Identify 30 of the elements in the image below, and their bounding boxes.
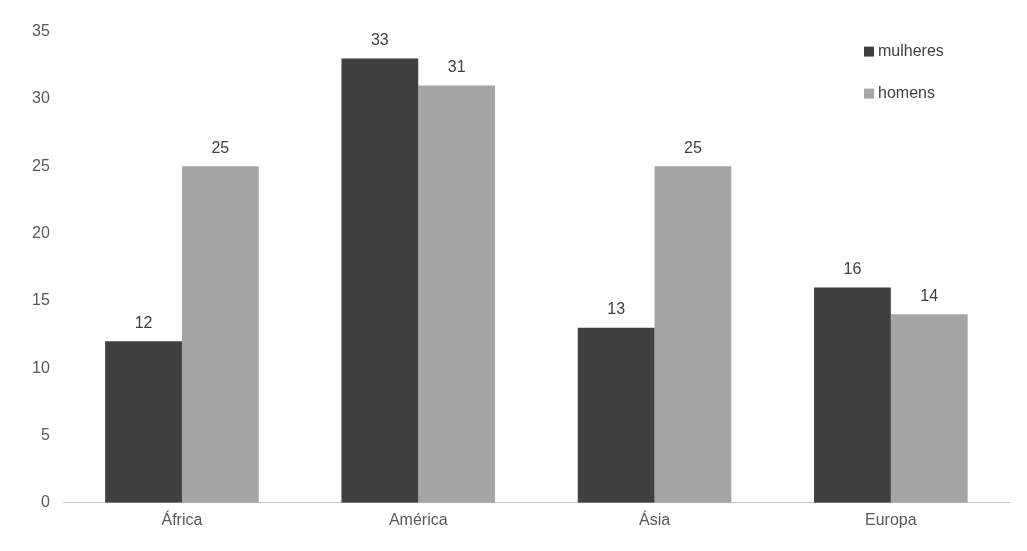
bar: [654, 166, 732, 503]
data-label: 25: [684, 138, 702, 156]
data-label: 13: [607, 300, 626, 318]
bar: [814, 287, 891, 503]
bar: [105, 341, 182, 503]
x-tick-label: África: [161, 509, 203, 528]
data-label: 31: [447, 57, 466, 75]
y-tick-label: 0: [40, 493, 50, 511]
y-tick-label: 15: [32, 291, 50, 309]
bar: [577, 327, 655, 503]
bar: [890, 314, 968, 503]
data-label: 16: [843, 259, 862, 277]
y-tick-label: 35: [32, 22, 50, 40]
data-label: 25: [211, 138, 230, 156]
data-label: 12: [134, 313, 153, 331]
x-tick-label: Europa: [865, 510, 917, 528]
x-tick-label: América: [388, 510, 448, 528]
bar: [418, 85, 496, 503]
y-tick-label: 30: [32, 89, 50, 107]
legend-label: mulheres: [878, 42, 944, 60]
y-tick-label: 10: [32, 358, 50, 376]
bar: [181, 166, 259, 503]
data-label: 33: [370, 30, 389, 48]
bar: [341, 58, 419, 503]
legend-label: homens: [878, 84, 935, 102]
y-tick-label: 20: [32, 223, 50, 241]
y-tick-label: 25: [32, 156, 50, 174]
data-label: 14: [920, 286, 939, 304]
y-tick-label: 5: [40, 425, 50, 443]
x-tick-label: Ásia: [638, 509, 671, 528]
